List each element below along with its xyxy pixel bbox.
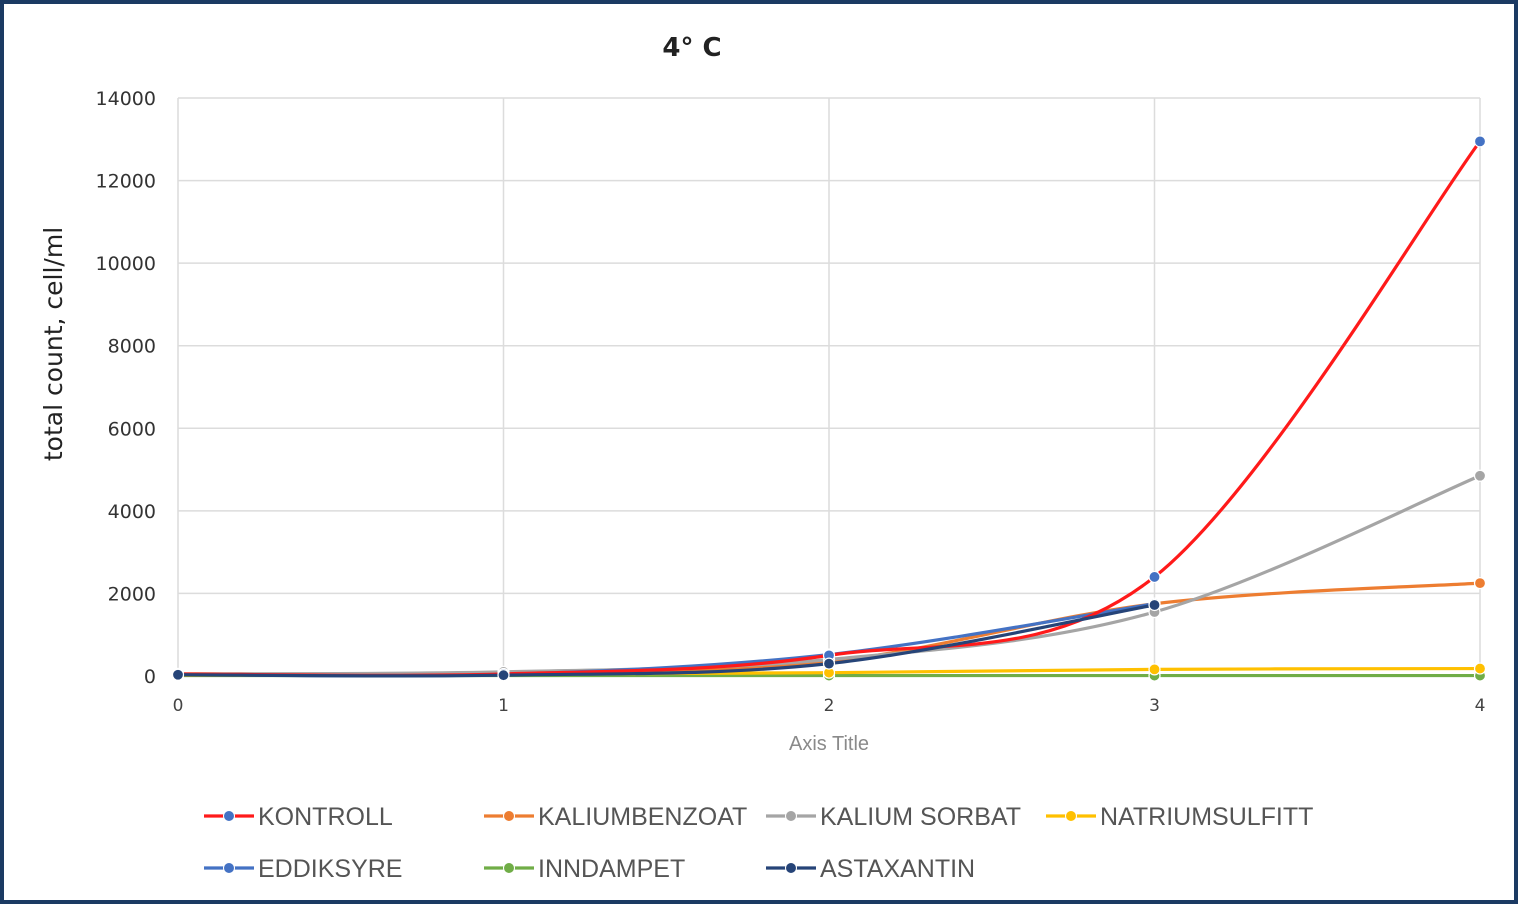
chart-title: 4° C (662, 33, 721, 63)
legend-label: KONTROLL (258, 803, 393, 831)
legend-item: KALIUM SORBAT (766, 803, 1021, 831)
data-point (822, 657, 836, 670)
y-tick-label: 4000 (108, 501, 156, 523)
legend-label: NATRIUMSULFITT (1100, 803, 1313, 831)
y-tick-label: 6000 (108, 418, 156, 440)
legend-swatch-marker (223, 810, 235, 822)
y-tick-label: 2000 (108, 583, 156, 605)
legend: KONTROLL KALIUMBENZOAT KALIUM SORBAT NATRIU… (204, 803, 1313, 883)
line-chart: 0 2000 4000 6000 8000 10000 12000 14000 0 1 2 3 4 4°… (39, 33, 1487, 883)
y-tick-label: 14000 (96, 88, 156, 110)
series-astaxantin (171, 598, 1161, 682)
legend-label: KALIUM SORBAT (820, 803, 1021, 831)
legend-item: ASTAXANTIN (766, 855, 975, 883)
data-point (1148, 570, 1161, 584)
legend-swatch-marker (503, 862, 515, 874)
legend-label: KALIUMBENZOAT (538, 803, 747, 831)
series-line (177, 603, 1155, 678)
x-tick-label: 3 (1149, 696, 1160, 716)
legend-swatch-marker (1065, 810, 1077, 822)
data-point (171, 668, 185, 681)
y-tick-label: 12000 (96, 171, 156, 193)
x-tick-label: 1 (498, 696, 509, 716)
y-tick-label: 0 (144, 666, 156, 688)
axis-ticks: 0 2000 4000 6000 8000 10000 12000 14000 0 1 2 3 4 (96, 88, 1486, 716)
legend-swatch-marker (223, 862, 235, 874)
series-lines (171, 135, 1487, 682)
legend-label: ASTAXANTIN (820, 855, 975, 883)
y-tick-label: 8000 (108, 336, 156, 358)
data-point (1148, 598, 1161, 612)
legend-item: NATRIUMSULFITT (1046, 803, 1313, 831)
data-point (1473, 577, 1487, 590)
x-tick-label: 4 (1475, 696, 1486, 716)
x-tick-label: 2 (824, 696, 835, 716)
y-axis-title: total count, cell/ml (39, 227, 68, 461)
legend-swatch-marker (785, 862, 797, 874)
data-point (497, 669, 510, 682)
legend-label: EDDIKSYRE (258, 855, 402, 883)
data-point (1473, 662, 1487, 675)
legend-item: KONTROLL (204, 803, 393, 831)
data-point (1473, 469, 1487, 482)
grid-lines (177, 97, 1481, 677)
x-axis-title: Axis Title (789, 733, 869, 755)
data-point (1473, 135, 1487, 148)
legend-item: INNDAMPET (484, 855, 685, 883)
y-tick-label: 10000 (96, 253, 156, 275)
legend-swatch-marker (503, 810, 515, 822)
data-point (1148, 663, 1161, 676)
legend-swatch-marker (785, 810, 797, 822)
legend-label: INNDAMPET (538, 855, 685, 883)
x-tick-label: 0 (173, 696, 184, 716)
legend-item: KALIUMBENZOAT (484, 803, 747, 831)
legend-item: EDDIKSYRE (204, 855, 402, 883)
chart-frame: 0 2000 4000 6000 8000 10000 12000 14000 0 1 2 3 4 4°… (4, 4, 1514, 900)
